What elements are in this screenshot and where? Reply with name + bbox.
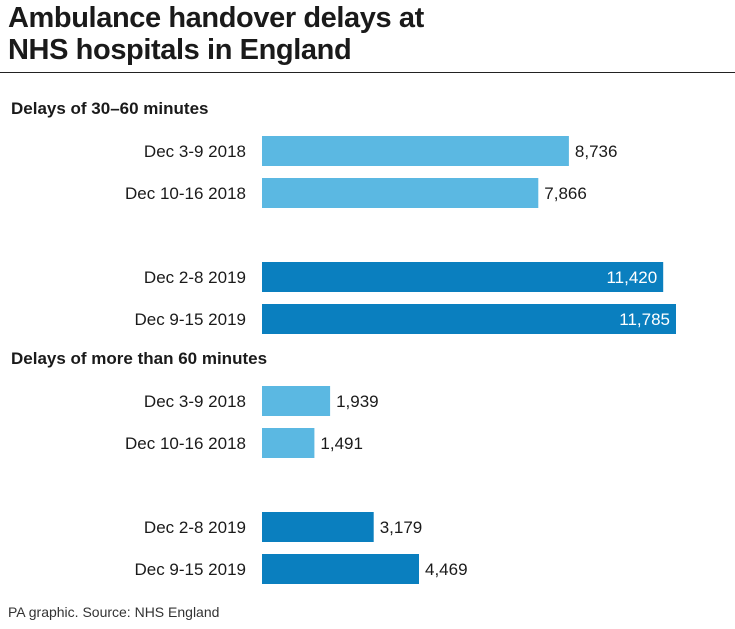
bar-chart: Delays of 30–60 minutes Dec 3-9 2018 8,736… bbox=[11, 99, 676, 584]
category-label: Dec 10-16 2018 bbox=[125, 184, 246, 203]
bar-2-4 bbox=[262, 554, 419, 584]
section-label-2: Delays of more than 60 minutes bbox=[11, 349, 267, 368]
bar-2-3 bbox=[262, 512, 374, 542]
category-label: Dec 3-9 2018 bbox=[144, 392, 246, 411]
category-label: Dec 3-9 2018 bbox=[144, 142, 246, 161]
title-divider bbox=[0, 72, 735, 73]
source-note: PA graphic. Source: NHS England bbox=[8, 604, 220, 620]
category-label: Dec 10-16 2018 bbox=[125, 434, 246, 453]
value-label: 7,866 bbox=[544, 184, 587, 203]
bar-1-4 bbox=[262, 304, 676, 334]
value-label: 11,785 bbox=[619, 310, 670, 329]
value-label: 8,736 bbox=[575, 142, 618, 161]
title-line-1: Ambulance handover delays at bbox=[8, 2, 424, 34]
category-label: Dec 2-8 2019 bbox=[144, 518, 246, 537]
category-label: Dec 9-15 2019 bbox=[134, 560, 246, 579]
value-label: 4,469 bbox=[425, 560, 468, 579]
bar-2-1 bbox=[262, 386, 331, 416]
chart-title: Ambulance handover delays at NHS hospita… bbox=[8, 2, 728, 66]
bar-1-2 bbox=[262, 178, 539, 208]
bar-1-3 bbox=[262, 262, 664, 292]
value-label: 3,179 bbox=[380, 518, 423, 537]
category-label: Dec 2-8 2019 bbox=[144, 268, 246, 287]
title-line-2: NHS hospitals in England bbox=[8, 34, 352, 66]
bar-1-1 bbox=[262, 136, 569, 166]
value-label: 1,491 bbox=[320, 434, 363, 453]
value-label: 1,939 bbox=[336, 392, 379, 411]
bar-2-2 bbox=[262, 428, 315, 458]
category-label: Dec 9-15 2019 bbox=[134, 310, 246, 329]
section-label-1: Delays of 30–60 minutes bbox=[11, 99, 208, 118]
value-label: 11,420 bbox=[606, 268, 657, 287]
